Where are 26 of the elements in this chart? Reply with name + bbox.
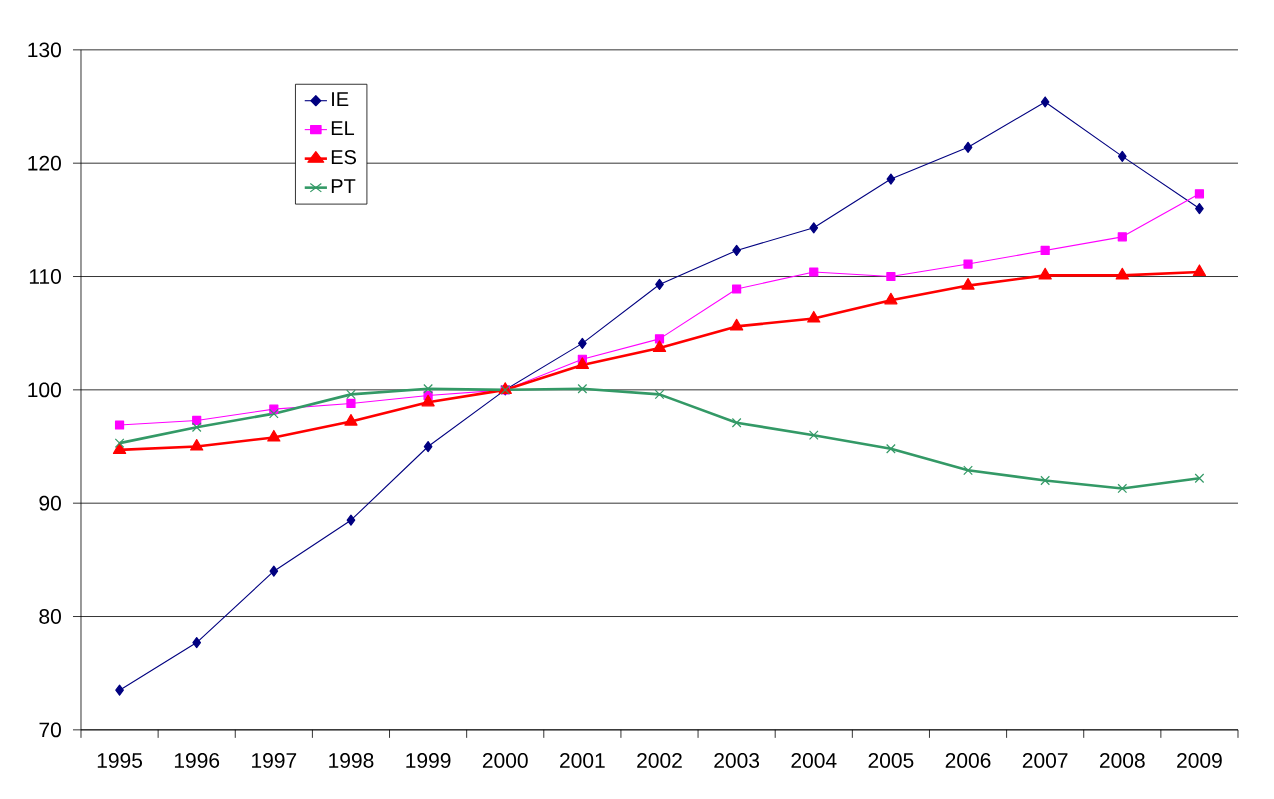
y-tick-label: 80 [39, 609, 61, 624]
y-tick-label: 130 [28, 42, 61, 58]
x-tick-label: 1995 [97, 753, 143, 768]
x-tick-label: 2003 [714, 753, 760, 768]
x-tick-label: 2006 [945, 753, 991, 768]
x-tick-label: 1997 [252, 753, 297, 768]
x-tick-label: 2009 [1177, 753, 1222, 768]
x-tick-label: 2005 [868, 753, 914, 768]
x-tick-label: 2004 [791, 753, 837, 768]
y-tick-label: 70 [39, 722, 61, 738]
x-tick-label: 1996 [174, 753, 220, 768]
x-tick-label: 2008 [1099, 753, 1145, 768]
y-tick-label: 110 [29, 269, 61, 284]
y-tick-label: 120 [28, 155, 61, 171]
x-tick-label: 2000 [482, 753, 528, 768]
legend-label: ES [331, 150, 356, 165]
legend-label: EL [331, 121, 355, 135]
x-tick-label: 1999 [406, 753, 451, 768]
legend-label: IE [332, 92, 349, 107]
x-tick-label: 2002 [637, 753, 682, 768]
x-tick-label: 1998 [329, 753, 374, 768]
x-tick-label: 2001 [560, 753, 605, 768]
x-tick-label: 2007 [1022, 753, 1068, 768]
y-tick-label: 100 [28, 382, 61, 398]
legend-label: PT [331, 179, 356, 193]
y-tick-label: 90 [39, 495, 61, 511]
